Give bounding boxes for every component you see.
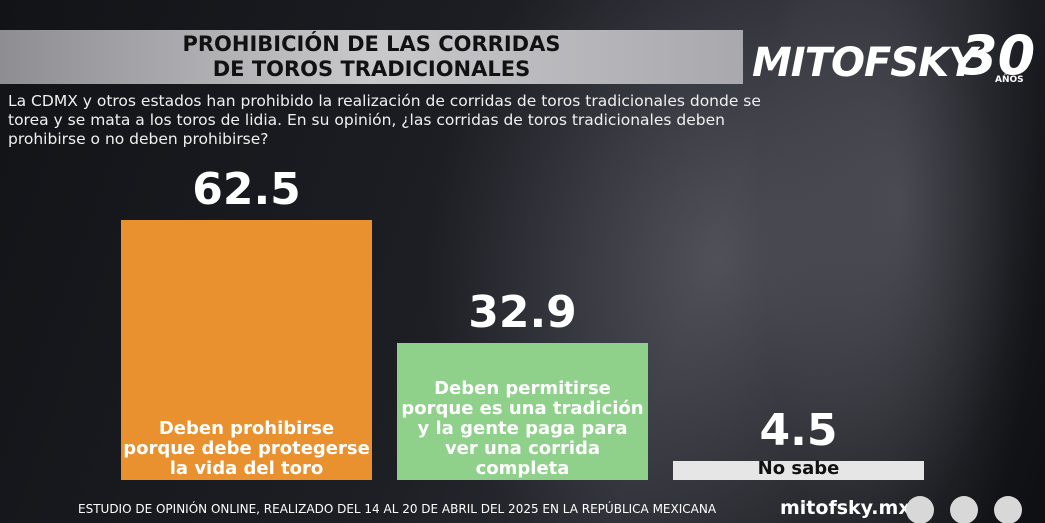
value-label: 32.9 xyxy=(468,287,577,339)
youtube-icon[interactable] xyxy=(994,496,1022,523)
logo-anniversary: 30 xyxy=(960,24,1036,87)
value-label: 4.5 xyxy=(759,405,838,457)
category-label: Deben permitirse porque es una tradición… xyxy=(401,378,644,479)
category-label: No sabe xyxy=(757,458,840,479)
question: La CDMX y otros estados han prohibido la… xyxy=(8,92,761,148)
value-label: 62.5 xyxy=(192,164,301,215)
bar xyxy=(673,461,924,480)
bar xyxy=(121,220,372,480)
bar xyxy=(397,343,648,480)
title-line: DE TOROS TRADICIONALES xyxy=(212,57,531,81)
category-label: Deben prohibirse porque debe protegerse … xyxy=(123,418,370,479)
website[interactable]: mitofsky.mx xyxy=(780,497,911,519)
footer-note: ESTUDIO DE OPINIÓN ONLINE, REALIZADO DEL… xyxy=(78,502,717,516)
logo-years: AÑOS xyxy=(995,75,1024,85)
x-icon[interactable] xyxy=(906,496,934,523)
title-band: PROHIBICIÓN DE LAS CORRIDAS DE TOROS TRA… xyxy=(0,30,743,84)
title-line: PROHIBICIÓN DE LAS CORRIDAS xyxy=(182,32,561,56)
facebook-icon[interactable] xyxy=(950,496,978,523)
logo: MITOFSKY xyxy=(752,40,977,86)
